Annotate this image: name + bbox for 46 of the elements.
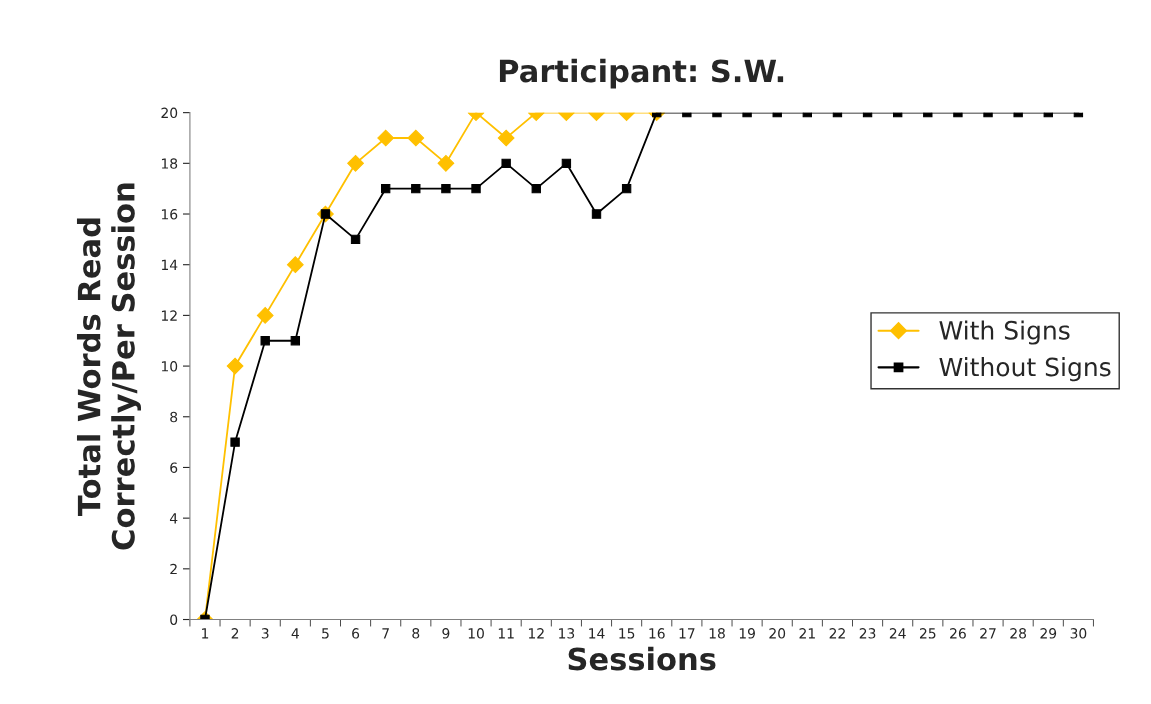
y-tick-label: 2 <box>170 563 177 575</box>
x-tick-label: 8 <box>412 628 420 639</box>
x-tick-label: 17 <box>679 628 695 639</box>
x-tick-label: 29 <box>1040 628 1057 639</box>
x-tick-label: 27 <box>980 628 996 639</box>
x-axis-title: Sessions <box>568 646 716 671</box>
x-tick-label: 25 <box>919 628 936 639</box>
y-tick-label: 8 <box>170 411 178 423</box>
legend-label: With Signs <box>939 320 1070 345</box>
x-tick-label: 14 <box>589 628 605 639</box>
x-tick-label: 23 <box>859 628 876 639</box>
x-tick-label: 6 <box>352 628 360 639</box>
x-tick-label: 2 <box>231 628 239 639</box>
chart-title: Participant: S.W. <box>499 58 784 89</box>
x-tick-label: 22 <box>829 628 845 639</box>
x-tick-label: 30 <box>1070 628 1087 639</box>
y-tick-label: 4 <box>169 513 178 524</box>
y-axis-title: Total Words Read Correctly/Per Session <box>76 183 141 550</box>
x-tick-label: 5 <box>322 628 329 639</box>
x-tick-label: 21 <box>799 628 815 639</box>
y-tick-label: 18 <box>161 158 178 169</box>
x-tick-label: 1 <box>202 628 209 639</box>
x-tick-label: 20 <box>769 628 786 639</box>
x-tick-label: 11 <box>498 628 514 639</box>
y-tick-label: 14 <box>161 259 178 270</box>
x-tick-label: 4 <box>291 628 299 639</box>
x-tick-label: 28 <box>1010 628 1027 639</box>
y-tick-label: 16 <box>161 208 178 220</box>
x-tick-label: 16 <box>649 628 665 639</box>
x-tick-label: 24 <box>889 628 906 639</box>
y-tick-label: 20 <box>161 107 178 119</box>
x-tick-label: 9 <box>442 628 450 639</box>
y-tick-label: 0 <box>170 614 178 625</box>
x-tick-label: 15 <box>619 628 635 639</box>
x-tick-label: 13 <box>559 628 575 639</box>
x-tick-label: 10 <box>468 628 484 639</box>
x-tick-label: 12 <box>528 628 544 639</box>
x-tick-label: 7 <box>382 628 389 639</box>
y-tick-label: 10 <box>161 361 178 372</box>
x-tick-label: 26 <box>950 628 966 639</box>
y-tick-label: 6 <box>170 462 178 473</box>
x-tick-label: 18 <box>709 628 725 639</box>
legend-label: Without Signs <box>939 357 1111 382</box>
y-tick-label: 12 <box>161 310 177 321</box>
x-tick-label: 19 <box>739 628 755 639</box>
x-tick-label: 3 <box>261 628 269 639</box>
